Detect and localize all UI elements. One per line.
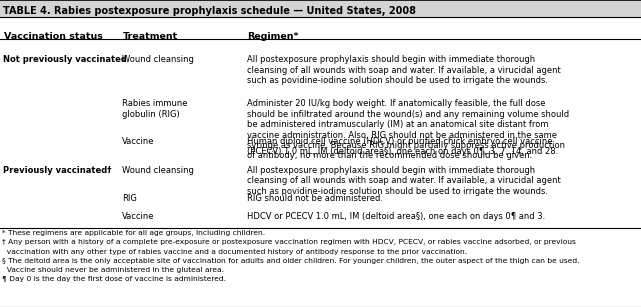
Text: ¶ Day 0 is the day the first dose of vaccine is administered.: ¶ Day 0 is the day the first dose of vac… [2, 276, 226, 282]
Text: All postexposure prophylaxis should begin with immediate thorough
cleansing of a: All postexposure prophylaxis should begi… [247, 166, 561, 196]
Text: Regimen*: Regimen* [247, 32, 299, 41]
Text: Human diploid cell vaccine (HDCV) or purified chick embryo cell vaccine
(PCECV) : Human diploid cell vaccine (HDCV) or pur… [247, 137, 559, 156]
Text: § The deltoid area is the only acceptable site of vaccination for adults and old: § The deltoid area is the only acceptabl… [2, 258, 579, 264]
Text: Rabies immune
globulin (RIG): Rabies immune globulin (RIG) [122, 99, 188, 119]
Text: † Any person with a history of a complete pre-exposure or postexposure vaccinati: † Any person with a history of a complet… [2, 239, 576, 246]
Text: All postexposure prophylaxis should begin with immediate thorough
cleansing of a: All postexposure prophylaxis should begi… [247, 55, 561, 85]
Text: Previously vaccinated†: Previously vaccinated† [3, 166, 112, 175]
Text: Wound cleansing: Wound cleansing [122, 166, 194, 175]
Text: Vaccine should never be administered in the gluteal area.: Vaccine should never be administered in … [2, 267, 224, 273]
Text: Vaccine: Vaccine [122, 137, 155, 146]
Text: TABLE 4. Rabies postexposure prophylaxis schedule — United States, 2008: TABLE 4. Rabies postexposure prophylaxis… [3, 6, 416, 16]
Text: Treatment: Treatment [122, 32, 178, 41]
Text: RIG should not be administered.: RIG should not be administered. [247, 194, 383, 203]
FancyBboxPatch shape [0, 0, 641, 17]
Text: Vaccine: Vaccine [122, 212, 155, 221]
Text: * These regimens are applicable for all age groups, including children.: * These regimens are applicable for all … [2, 230, 265, 236]
Text: HDCV or PCECV 1.0 mL, IM (deltoid area§), one each on days 0¶ and 3.: HDCV or PCECV 1.0 mL, IM (deltoid area§)… [247, 212, 545, 221]
Text: Vaccination status: Vaccination status [4, 32, 103, 41]
Text: Not previously vaccinated: Not previously vaccinated [3, 55, 127, 64]
Text: vaccination with any other type of rabies vaccine and a documented history of an: vaccination with any other type of rabie… [2, 249, 467, 255]
Text: RIG: RIG [122, 194, 137, 203]
Text: Wound cleansing: Wound cleansing [122, 55, 194, 64]
Text: Administer 20 IU/kg body weight. If anatomically feasible, the full dose
should : Administer 20 IU/kg body weight. If anat… [247, 99, 570, 161]
